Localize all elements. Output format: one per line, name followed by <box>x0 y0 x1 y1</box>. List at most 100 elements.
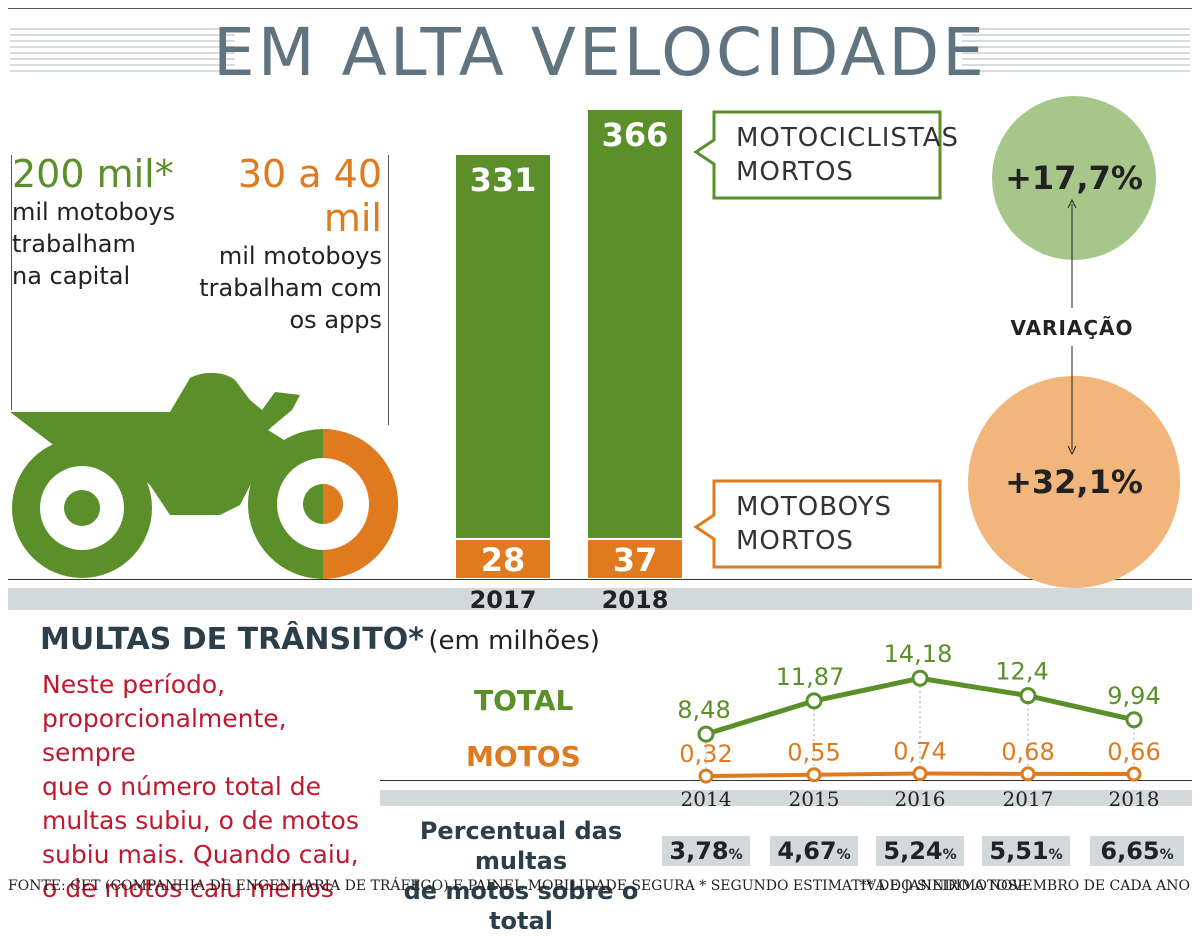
stat-capital-line-1: mil motoboys <box>12 198 176 226</box>
pct-value: 5,51 <box>989 837 1049 865</box>
callout-motociclistas-line-2: MORTOS <box>736 157 854 187</box>
multas-note-line-5: subiu mais. Quando caiu, <box>42 840 359 869</box>
motos-label-2018: 0,66 <box>1107 738 1160 766</box>
stat-capital-line-3: na capital <box>12 262 131 290</box>
x-tick-2014: 2014 <box>681 787 732 811</box>
page-title: EM ALTA VELOCIDADE <box>213 14 987 91</box>
multas-title: MULTAS DE TRÂNSITO* <box>40 622 424 657</box>
variation-arrows <box>1067 198 1077 456</box>
pct-cell-2015: 4,67% <box>770 836 858 866</box>
callout-motoboys: MOTOBOYS MORTOS <box>736 490 892 558</box>
motos-point-2014 <box>698 768 714 784</box>
bar-motoboys-2017 <box>456 540 550 578</box>
total-label-2016: 14,18 <box>884 640 953 668</box>
motos-point-2015 <box>806 767 822 783</box>
pct-suffix: % <box>728 847 743 863</box>
bar-value-motociclistas-2017: 331 <box>469 160 537 199</box>
total-label-2017: 12,4 <box>995 658 1048 686</box>
callout-motoboys-box <box>693 479 942 569</box>
total-point-2015 <box>805 692 823 710</box>
multas-note-line-2: proporcionalmente, sempre <box>42 704 287 767</box>
callout-motoboys-line-2: MORTOS <box>736 526 854 556</box>
x-tick-2015: 2015 <box>789 787 840 811</box>
motos-point-2017 <box>1020 766 1036 782</box>
motos-point-2016 <box>912 766 928 782</box>
bar-value-motoboys-2018: 37 <box>612 541 658 579</box>
variation-motociclistas-circle: +17,7% <box>992 96 1156 260</box>
x-tick-2018: 2018 <box>1109 787 1160 811</box>
pct-value: 5,24 <box>883 837 943 865</box>
series-label-motos: MOTOS <box>466 740 581 773</box>
title-hatch-right <box>962 28 1190 72</box>
bar-chart-band <box>8 588 1192 610</box>
stat-capital-value: 200 mil* <box>12 152 174 196</box>
pct-value: 4,67 <box>777 837 837 865</box>
motorcycle-icon <box>10 372 398 579</box>
stat-apps: 30 a 40 mil mil motoboys trabalham com o… <box>186 152 382 336</box>
stat-apps-value: 30 a 40 mil <box>237 152 382 240</box>
top-rule <box>8 8 1192 9</box>
bar-motociclistas-2018 <box>588 110 682 538</box>
total-point-2017 <box>1019 687 1037 705</box>
pct-cell-2017: 5,51% <box>982 836 1070 866</box>
callout-motociclistas-line-1: MOTOCICLISTAS <box>736 123 960 153</box>
pct-cell-2014: 3,78% <box>662 836 750 866</box>
footer-period-note: ** DE JANEIRO A NOVEMBRO DE CADA ANO <box>859 878 1190 894</box>
footer-source: FONTE: CET (COMPANHIA DE ENGENHARIA DE T… <box>8 878 1027 894</box>
variation-motoboys-circle: +32,1% <box>968 376 1180 588</box>
pct-suffix: % <box>1048 847 1063 863</box>
pct-value: 3,78 <box>669 837 729 865</box>
pct-value: 6,65 <box>1100 837 1160 865</box>
bar-value-motoboys-2017: 28 <box>480 541 526 579</box>
callout-motociclistas: MOTOCICLISTAS MORTOS <box>736 121 959 189</box>
multas-note-line-3: que o número total de <box>42 772 322 801</box>
stat-apps-line-2: trabalham com <box>199 274 382 302</box>
total-label-2014: 8,48 <box>677 696 730 724</box>
pct-suffix: % <box>942 847 957 863</box>
chart-baseline <box>8 579 1192 580</box>
total-label-2018: 9,94 <box>1107 682 1160 710</box>
multas-heading: MULTAS DE TRÂNSITO* (em milhões) <box>40 622 600 657</box>
total-point-2016 <box>911 669 929 687</box>
callout-motociclistas-box <box>693 110 942 200</box>
stat-capital-line-2: trabalham <box>12 230 136 258</box>
callout-motoboys-line-1: MOTOBOYS <box>736 492 893 522</box>
stat-apps-line-1: mil motoboys <box>218 242 382 270</box>
multas-note-line-1: Neste período, <box>42 670 226 699</box>
bar-value-motociclistas-2018: 366 <box>601 116 669 154</box>
multas-note: Neste período, proporcionalmente, sempre… <box>42 668 382 906</box>
motorcycle-body <box>10 378 323 515</box>
motos-label-2015: 0,55 <box>787 739 840 767</box>
bar-motociclistas-2017 <box>456 154 550 538</box>
pct-label: Percentual das multas de motos sobre o t… <box>386 816 656 936</box>
bar-motoboys-2018 <box>588 540 682 578</box>
bar-year-2018: 2018 <box>601 586 669 614</box>
pct-label-line-1: Percentual das multas <box>419 817 623 875</box>
pct-cell-2018: 6,65% <box>1090 836 1184 866</box>
stat-capital: 200 mil* mil motoboys trabalham na capit… <box>12 152 212 292</box>
line-chart-axis <box>380 780 1192 781</box>
motos-label-2017: 0,68 <box>1001 738 1054 766</box>
stat-apps-line-3: os apps <box>289 306 383 334</box>
motos-point-2018 <box>1126 766 1142 782</box>
motos-label-2016: 0,74 <box>893 738 946 766</box>
pct-suffix: % <box>1159 847 1174 863</box>
total-point-2014 <box>697 725 715 743</box>
variation-label: VARIAÇÃO <box>1010 316 1134 340</box>
line-chart-band <box>380 790 1192 806</box>
x-tick-2017: 2017 <box>1003 787 1054 811</box>
pct-cell-2016: 5,24% <box>876 836 964 866</box>
pct-suffix: % <box>836 847 851 863</box>
title-hatch-left <box>10 28 235 72</box>
total-label-2015: 11,87 <box>776 663 845 691</box>
total-point-2018 <box>1125 711 1143 729</box>
multas-note-line-4: multas subiu, o de motos <box>42 806 359 835</box>
multas-note-line-6: o de motos caiu menos <box>42 874 334 903</box>
motorcycle-seat <box>190 372 238 395</box>
bar-year-2017: 2017 <box>469 586 537 614</box>
x-tick-2016: 2016 <box>895 787 946 811</box>
multas-subtitle: (em milhões) <box>428 626 600 656</box>
stat-capital-rule <box>11 155 12 410</box>
multas-line-chart: 8,48 0,32 2014 11,87 0,55 2015 14,18 0,74 2016 12… <box>677 640 1160 811</box>
series-label-total: TOTAL <box>474 684 574 717</box>
